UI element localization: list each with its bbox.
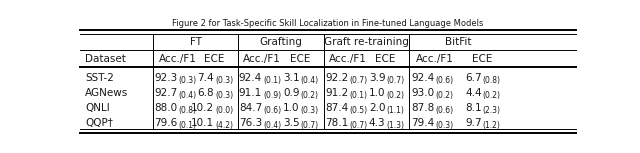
- Text: Graft re-training: Graft re-training: [324, 37, 409, 47]
- Text: 10.2: 10.2: [191, 103, 214, 113]
- Text: QQP†: QQP†: [85, 118, 113, 128]
- Text: 1.0: 1.0: [284, 103, 300, 113]
- Text: Grafting: Grafting: [259, 37, 302, 47]
- Text: (0.1): (0.1): [349, 91, 367, 100]
- Text: (0.9): (0.9): [263, 91, 281, 100]
- Text: (0.3): (0.3): [215, 76, 233, 85]
- Text: Acc./F1: Acc./F1: [243, 54, 281, 64]
- Text: (0.3): (0.3): [179, 76, 197, 85]
- Text: Dataset: Dataset: [85, 54, 126, 64]
- Text: (0.7): (0.7): [349, 121, 367, 130]
- Text: Figure 2 for Task-Specific Skill Localization in Fine-tuned Language Models: Figure 2 for Task-Specific Skill Localiz…: [172, 19, 484, 28]
- Text: 76.3: 76.3: [239, 118, 262, 128]
- Text: ECE: ECE: [472, 54, 492, 64]
- Text: 3.5: 3.5: [283, 118, 300, 128]
- Text: 6.8: 6.8: [197, 88, 214, 98]
- Text: (4.2): (4.2): [215, 121, 233, 130]
- Text: (0.7): (0.7): [301, 121, 319, 130]
- Text: 9.7: 9.7: [465, 118, 482, 128]
- Text: (0.8): (0.8): [179, 106, 196, 115]
- Text: 10.1: 10.1: [191, 118, 214, 128]
- Text: (2.3): (2.3): [483, 106, 500, 115]
- Text: (0.1): (0.1): [179, 121, 196, 130]
- Text: (0.4): (0.4): [179, 91, 197, 100]
- Text: 93.0: 93.0: [412, 88, 435, 98]
- Text: 1.0: 1.0: [369, 88, 385, 98]
- Text: 4.4: 4.4: [465, 88, 482, 98]
- Text: 79.6: 79.6: [154, 118, 178, 128]
- Text: 79.4: 79.4: [412, 118, 435, 128]
- Text: Acc./F1: Acc./F1: [159, 54, 196, 64]
- Text: 92.3: 92.3: [154, 73, 178, 83]
- Text: 6.7: 6.7: [465, 73, 482, 83]
- Text: (0.3): (0.3): [215, 91, 233, 100]
- Text: 91.1: 91.1: [239, 88, 262, 98]
- Text: FT: FT: [189, 37, 202, 47]
- Text: (0.7): (0.7): [387, 76, 404, 85]
- Text: QNLI: QNLI: [85, 103, 109, 113]
- Text: ECE: ECE: [204, 54, 224, 64]
- Text: (0.4): (0.4): [301, 76, 319, 85]
- Text: 92.7: 92.7: [154, 88, 178, 98]
- Text: (0.6): (0.6): [263, 106, 281, 115]
- Text: 8.1: 8.1: [465, 103, 482, 113]
- Text: (0.2): (0.2): [387, 91, 404, 100]
- Text: (0.2): (0.2): [483, 91, 500, 100]
- Text: (0.2): (0.2): [301, 91, 319, 100]
- Text: (0.6): (0.6): [436, 106, 454, 115]
- Text: (0.6): (0.6): [436, 76, 454, 85]
- Text: 3.1: 3.1: [283, 73, 300, 83]
- Text: 92.4: 92.4: [412, 73, 435, 83]
- Text: (0.8): (0.8): [483, 76, 500, 85]
- Text: (1.2): (1.2): [483, 121, 500, 130]
- Text: 88.0: 88.0: [155, 103, 178, 113]
- Text: (0.2): (0.2): [436, 91, 454, 100]
- Text: ECE: ECE: [289, 54, 310, 64]
- Text: 84.7: 84.7: [239, 103, 262, 113]
- Text: 0.9: 0.9: [284, 88, 300, 98]
- Text: AGNews: AGNews: [85, 88, 128, 98]
- Text: (1.1): (1.1): [387, 106, 404, 115]
- Text: Acc./F1: Acc./F1: [416, 54, 454, 64]
- Text: (0.7): (0.7): [349, 76, 367, 85]
- Text: 91.2: 91.2: [325, 88, 348, 98]
- Text: 87.8: 87.8: [412, 103, 435, 113]
- Text: (0.5): (0.5): [349, 106, 367, 115]
- Text: (0.3): (0.3): [436, 121, 454, 130]
- Text: (0.0): (0.0): [215, 106, 233, 115]
- Text: Acc./F1: Acc./F1: [330, 54, 367, 64]
- Text: BitFit: BitFit: [445, 37, 471, 47]
- Text: 7.4: 7.4: [197, 73, 214, 83]
- Text: ECE: ECE: [375, 54, 396, 64]
- Text: 4.3: 4.3: [369, 118, 385, 128]
- Text: 92.2: 92.2: [325, 73, 348, 83]
- Text: 92.4: 92.4: [239, 73, 262, 83]
- Text: (0.1): (0.1): [263, 76, 281, 85]
- Text: 2.0: 2.0: [369, 103, 385, 113]
- Text: (0.3): (0.3): [301, 106, 319, 115]
- Text: (0.4): (0.4): [263, 121, 281, 130]
- Text: (1.3): (1.3): [387, 121, 404, 130]
- Text: SST-2: SST-2: [85, 73, 114, 83]
- Text: 87.4: 87.4: [325, 103, 348, 113]
- Text: 3.9: 3.9: [369, 73, 385, 83]
- Text: 78.1: 78.1: [325, 118, 348, 128]
